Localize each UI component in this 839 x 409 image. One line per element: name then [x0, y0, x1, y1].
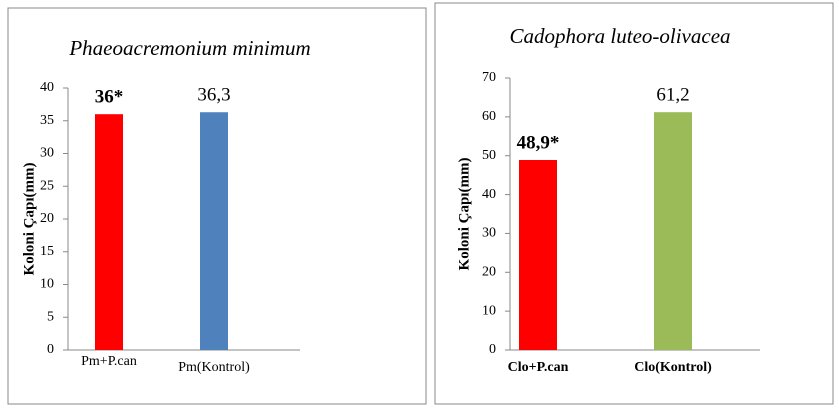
bar [200, 112, 228, 350]
x-tick-label: Clo(Kontrol) [634, 360, 712, 375]
y-tick-label: 10 [40, 277, 54, 292]
y-tick-label: 15 [40, 244, 54, 259]
y-tick-label: 5 [47, 309, 54, 324]
value-label: 36,3 [197, 85, 230, 106]
y-tick-label: 50 [482, 148, 496, 163]
y-tick-label: 30 [40, 146, 54, 161]
bar [654, 112, 692, 351]
value-label: 48,9* [517, 132, 560, 153]
bar [95, 114, 123, 350]
chart-title: Phaeoacremonium minimum [68, 36, 310, 60]
bar [519, 159, 557, 350]
panel-border [434, 2, 834, 405]
y-axis-label: Koloni Çapı(mm) [21, 163, 37, 276]
value-label: 61,2 [656, 85, 689, 106]
y-tick-label: 35 [40, 113, 54, 128]
x-tick-label: Pm(Kontrol) [178, 360, 250, 375]
y-tick-label: 25 [40, 178, 54, 193]
y-tick-label: 40 [482, 187, 496, 202]
chart-title: Cadophora luteo-olivacea [509, 24, 730, 48]
y-tick-label: 20 [482, 265, 496, 280]
y-tick-label: 30 [482, 226, 496, 241]
x-tick-label: Pm+P.can [81, 354, 137, 369]
y-tick-label: 60 [482, 109, 496, 124]
y-tick-label: 20 [40, 211, 54, 226]
y-tick-label: 10 [482, 303, 496, 318]
y-tick-label: 0 [489, 342, 496, 357]
value-label: 36* [95, 87, 124, 108]
y-tick-label: 0 [47, 342, 54, 357]
y-tick-label: 40 [40, 80, 54, 95]
x-tick-label: Clo+P.can [508, 360, 569, 375]
y-tick-label: 70 [482, 70, 496, 85]
y-axis-label: Koloni Çapı(mm) [456, 158, 472, 271]
